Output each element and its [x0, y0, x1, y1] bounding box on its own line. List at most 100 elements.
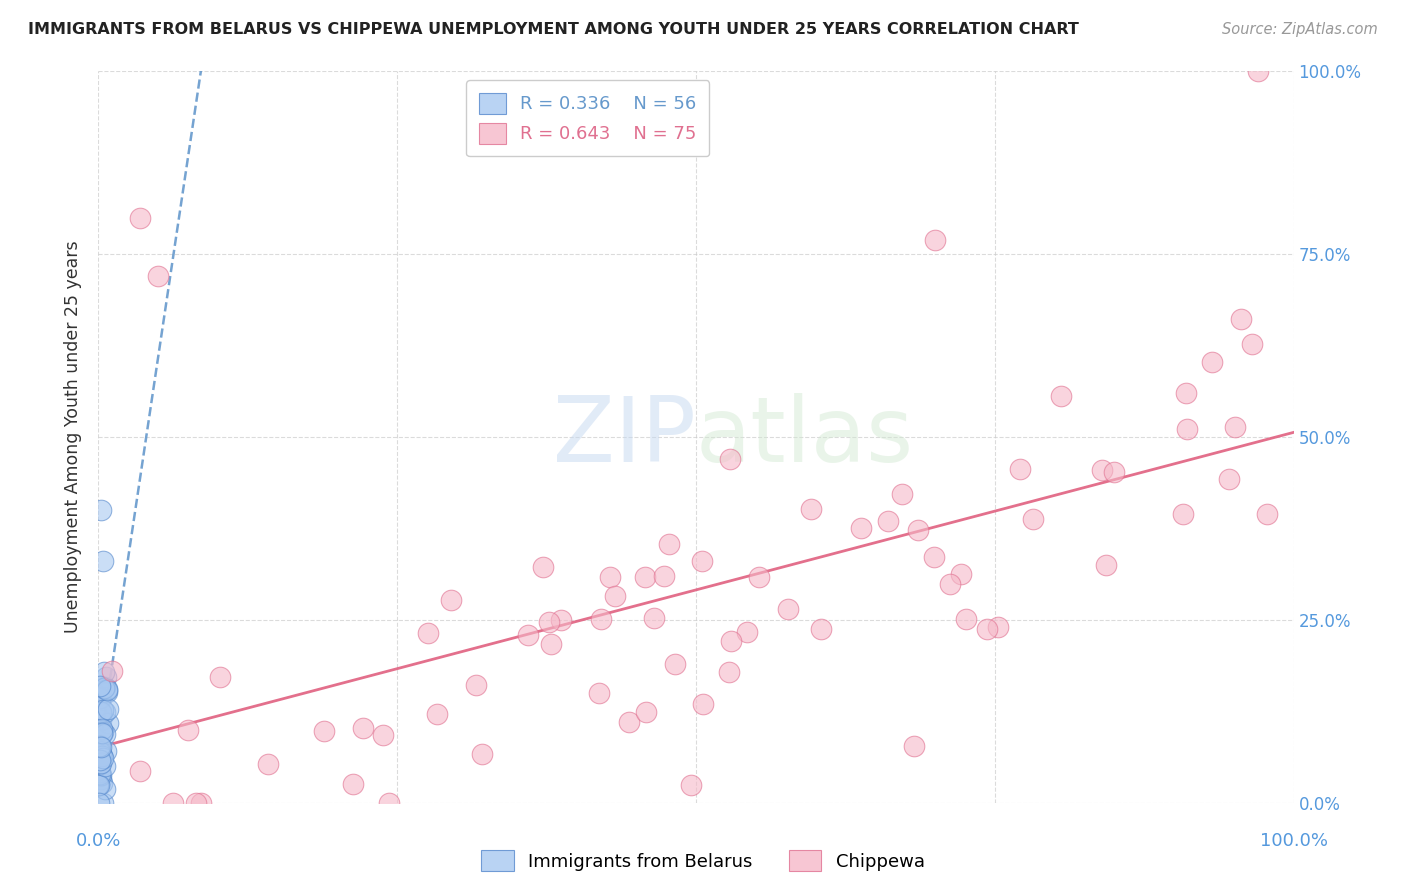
Point	[89, 762, 111, 776]
Point	[90, 683, 112, 698]
Point	[903, 739, 925, 753]
Point	[87, 754, 110, 768]
Point	[643, 611, 665, 625]
Point	[588, 685, 610, 699]
Text: 100.0%: 100.0%	[1260, 832, 1327, 850]
Point	[89, 778, 111, 792]
Point	[96, 685, 118, 699]
Point	[94, 705, 117, 719]
Point	[94, 670, 117, 684]
Point	[94, 744, 117, 758]
Point	[1223, 420, 1246, 434]
Point	[690, 554, 713, 568]
Point	[94, 727, 117, 741]
Point	[1050, 389, 1073, 403]
Point	[1008, 462, 1031, 476]
Legend: R = 0.336    N = 56, R = 0.643    N = 75: R = 0.336 N = 56, R = 0.643 N = 75	[465, 80, 709, 156]
Point	[129, 211, 152, 225]
Point	[634, 570, 657, 584]
Point	[371, 728, 394, 742]
Point	[440, 593, 463, 607]
Point	[90, 503, 112, 517]
Point	[471, 747, 494, 761]
Point	[94, 680, 117, 694]
Point	[97, 702, 120, 716]
Point	[89, 764, 111, 779]
Point	[342, 777, 364, 791]
Y-axis label: Unemployment Among Youth under 25 years: Unemployment Among Youth under 25 years	[65, 241, 83, 633]
Point	[352, 721, 374, 735]
Point	[94, 781, 117, 796]
Point	[184, 796, 207, 810]
Point	[537, 615, 560, 629]
Point	[128, 764, 150, 778]
Point	[96, 682, 118, 697]
Point	[94, 759, 117, 773]
Point	[987, 620, 1010, 634]
Point	[91, 796, 114, 810]
Text: Source: ZipAtlas.com: Source: ZipAtlas.com	[1222, 22, 1378, 37]
Point	[89, 757, 111, 772]
Point	[91, 554, 114, 568]
Point	[810, 622, 832, 636]
Point	[89, 679, 111, 693]
Point	[776, 602, 799, 616]
Point	[1102, 465, 1125, 479]
Text: ZIP: ZIP	[553, 393, 696, 481]
Point	[177, 723, 200, 738]
Point	[718, 452, 741, 467]
Point	[603, 589, 626, 603]
Point	[591, 612, 613, 626]
Point	[718, 665, 741, 679]
Point	[90, 748, 112, 763]
Point	[90, 740, 112, 755]
Point	[312, 723, 335, 738]
Legend: Immigrants from Belarus, Chippewa: Immigrants from Belarus, Chippewa	[474, 843, 932, 879]
Point	[416, 626, 439, 640]
Point	[87, 778, 110, 792]
Point	[90, 724, 112, 739]
Point	[91, 723, 114, 737]
Point	[101, 664, 124, 678]
Point	[87, 755, 110, 769]
Point	[1171, 507, 1194, 521]
Point	[91, 725, 114, 739]
Point	[90, 768, 112, 782]
Point	[90, 756, 112, 770]
Text: 0.0%: 0.0%	[76, 832, 121, 850]
Point	[87, 765, 110, 780]
Point	[1095, 558, 1118, 572]
Point	[90, 690, 112, 705]
Point	[93, 703, 115, 717]
Point	[89, 753, 111, 767]
Point	[679, 779, 702, 793]
Point	[257, 757, 280, 772]
Point	[599, 570, 621, 584]
Point	[636, 705, 658, 719]
Point	[89, 744, 111, 758]
Point	[464, 678, 486, 692]
Point	[877, 514, 900, 528]
Point	[93, 681, 115, 695]
Text: atlas: atlas	[696, 393, 914, 481]
Point	[1230, 312, 1253, 326]
Point	[1201, 355, 1223, 369]
Point	[93, 751, 115, 765]
Point	[190, 796, 212, 810]
Point	[90, 746, 112, 760]
Point	[90, 706, 112, 721]
Point	[89, 738, 111, 752]
Point	[90, 772, 112, 787]
Point	[91, 727, 114, 741]
Point	[737, 625, 759, 640]
Point	[93, 665, 115, 679]
Text: IMMIGRANTS FROM BELARUS VS CHIPPEWA UNEMPLOYMENT AMONG YOUTH UNDER 25 YEARS CORR: IMMIGRANTS FROM BELARUS VS CHIPPEWA UNEM…	[28, 22, 1078, 37]
Point	[924, 233, 946, 247]
Point	[1091, 462, 1114, 476]
Point	[955, 612, 977, 626]
Point	[748, 570, 770, 584]
Point	[652, 569, 675, 583]
Point	[907, 523, 929, 537]
Point	[1218, 472, 1240, 486]
Point	[800, 502, 823, 516]
